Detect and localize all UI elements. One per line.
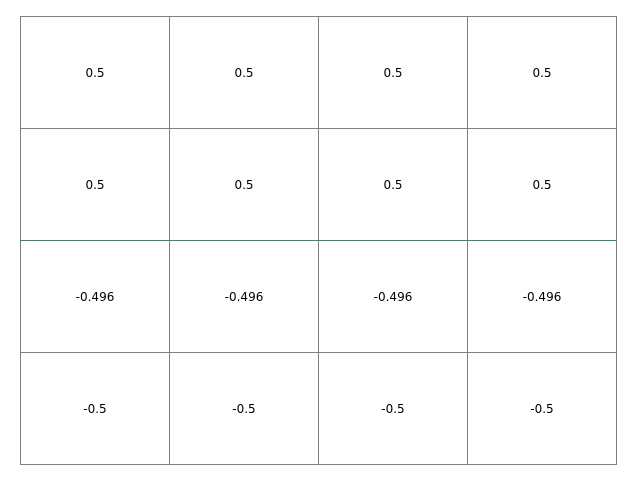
data-table: 0.5 0.5 0.5 0.5 0.5 0.5 0.5 0.5 -0.496 -… [20, 16, 617, 465]
table-cell: -0.496 [318, 240, 468, 353]
table-cell: 0.5 [20, 16, 170, 129]
table-cell: -0.496 [20, 240, 170, 353]
table-cell: -0.5 [318, 352, 468, 465]
table-cell: 0.5 [467, 16, 617, 129]
table-row: 0.5 0.5 0.5 0.5 [20, 16, 617, 129]
table-cell: 0.5 [467, 128, 617, 241]
table-cell: -0.5 [169, 352, 319, 465]
table-cell: 0.5 [20, 128, 170, 241]
table-row: 0.5 0.5 0.5 0.5 [20, 128, 617, 241]
table-cell: 0.5 [318, 128, 468, 241]
table-cell: -0.496 [169, 240, 319, 353]
table-cell: -0.496 [467, 240, 617, 353]
table-cell: -0.5 [20, 352, 170, 465]
table-cell: 0.5 [169, 128, 319, 241]
table-row: -0.496 -0.496 -0.496 -0.496 [20, 240, 617, 353]
table-cell: 0.5 [318, 16, 468, 129]
table-cell: -0.5 [467, 352, 617, 465]
table-cell: 0.5 [169, 16, 319, 129]
table-row: -0.5 -0.5 -0.5 -0.5 [20, 352, 617, 465]
